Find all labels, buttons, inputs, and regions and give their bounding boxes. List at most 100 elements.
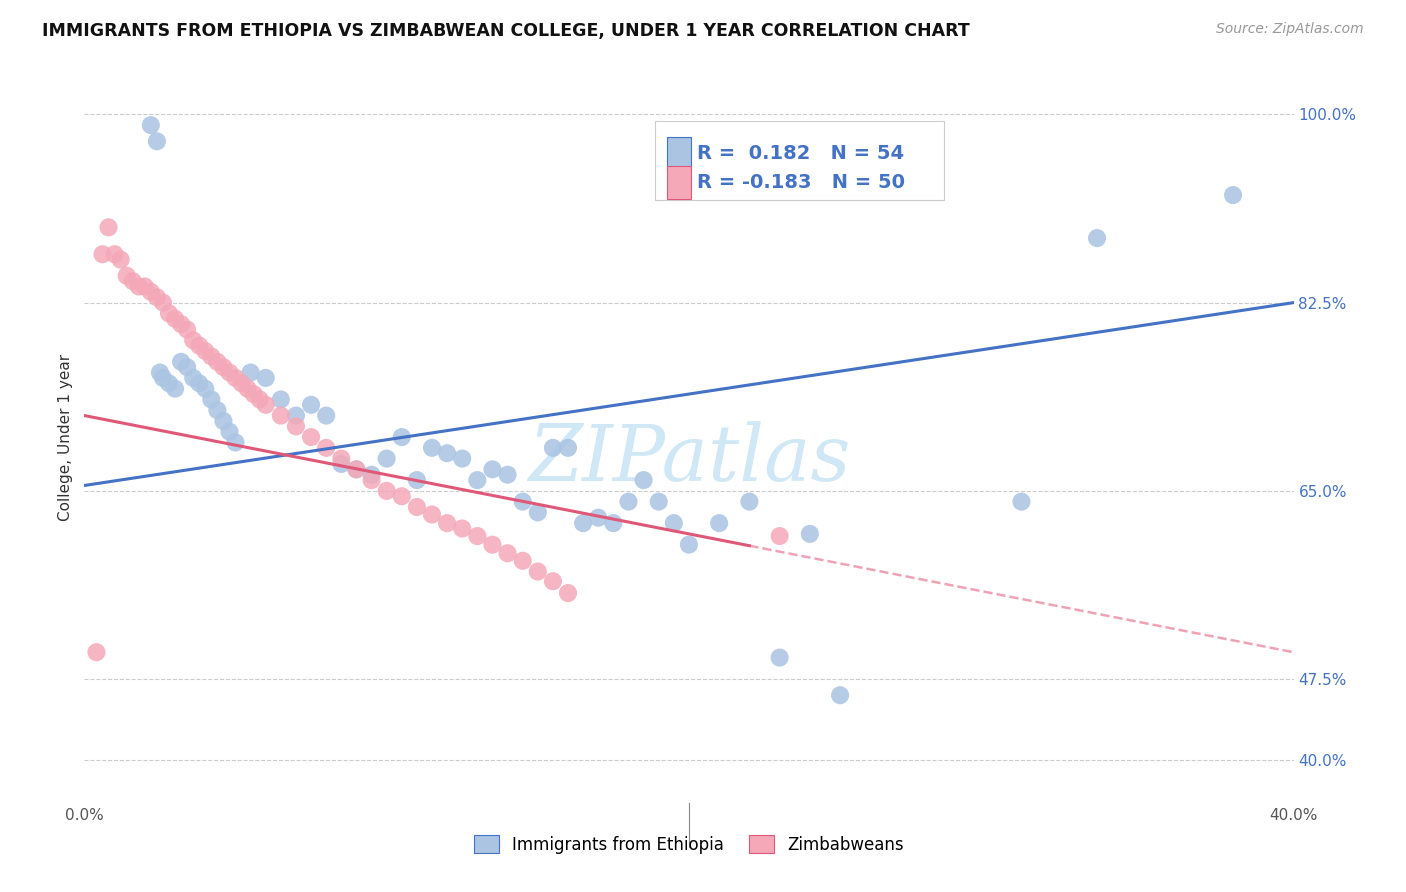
Point [678, 538, 700, 552]
Point [557, 586, 579, 600]
Point [512, 494, 534, 508]
Point [176, 360, 198, 375]
Point [467, 529, 489, 543]
Point [149, 366, 172, 380]
Point [104, 247, 127, 261]
Text: Source: ZipAtlas.com: Source: ZipAtlas.com [1216, 22, 1364, 37]
Point [181, 371, 204, 385]
Point [738, 494, 761, 508]
Point [188, 376, 211, 391]
Point [285, 409, 308, 423]
Point [633, 473, 655, 487]
Point [467, 473, 489, 487]
Point [188, 338, 211, 352]
Point [165, 382, 187, 396]
Point [170, 355, 193, 369]
Point [212, 414, 235, 428]
Point [662, 516, 685, 530]
Point [481, 538, 503, 552]
Point [512, 554, 534, 568]
Point [91, 247, 114, 261]
Point [270, 409, 292, 423]
Point [299, 430, 322, 444]
Point [218, 425, 240, 439]
Point [231, 376, 253, 391]
Point [194, 382, 217, 396]
Point [451, 521, 474, 535]
Point [97, 220, 120, 235]
Point [588, 510, 610, 524]
Point [709, 516, 731, 530]
Point [285, 419, 308, 434]
Point [225, 371, 247, 385]
Point [181, 333, 204, 347]
Point [617, 494, 640, 508]
Point [346, 462, 368, 476]
Point [200, 392, 222, 407]
Point [496, 546, 519, 560]
Point [830, 688, 852, 702]
Point [527, 505, 550, 519]
Point [152, 371, 174, 385]
Point [406, 473, 429, 487]
Point [157, 306, 180, 320]
Point [541, 441, 564, 455]
Point [330, 457, 353, 471]
Point [1011, 494, 1033, 508]
Point [157, 376, 180, 391]
Point [218, 366, 240, 380]
Point [557, 441, 579, 455]
Text: IMMIGRANTS FROM ETHIOPIA VS ZIMBABWEAN COLLEGE, UNDER 1 YEAR CORRELATION CHART: IMMIGRANTS FROM ETHIOPIA VS ZIMBABWEAN C… [42, 22, 970, 40]
Point [239, 366, 262, 380]
Point [249, 392, 271, 407]
Point [330, 451, 353, 466]
Point [541, 574, 564, 589]
Point [1085, 231, 1108, 245]
Point [212, 360, 235, 375]
Legend: Immigrants from Ethiopia, Zimbabweans: Immigrants from Ethiopia, Zimbabweans [467, 829, 911, 860]
Point [375, 483, 398, 498]
Point [1222, 188, 1244, 202]
Point [572, 516, 595, 530]
Text: R = -0.183   N = 50: R = -0.183 N = 50 [697, 173, 905, 192]
Point [799, 527, 821, 541]
Point [254, 398, 277, 412]
Point [165, 311, 187, 326]
Point [152, 295, 174, 310]
Point [110, 252, 132, 267]
Point [496, 467, 519, 482]
Point [391, 489, 413, 503]
Point [481, 462, 503, 476]
Point [121, 274, 143, 288]
Point [769, 650, 792, 665]
Point [236, 382, 259, 396]
Point [436, 516, 458, 530]
Point [420, 508, 443, 522]
Point [225, 435, 247, 450]
Point [406, 500, 429, 514]
Point [128, 279, 150, 293]
Point [360, 467, 382, 482]
Point [299, 398, 322, 412]
Point [270, 392, 292, 407]
Point [254, 371, 277, 385]
Point [134, 279, 156, 293]
Point [436, 446, 458, 460]
Point [139, 118, 162, 132]
Point [527, 565, 550, 579]
Point [375, 451, 398, 466]
Point [139, 285, 162, 299]
Point [391, 430, 413, 444]
Point [602, 516, 624, 530]
Point [315, 441, 337, 455]
Point [207, 403, 229, 417]
Point [769, 529, 792, 543]
Point [86, 645, 108, 659]
Point [346, 462, 368, 476]
Point [170, 317, 193, 331]
Point [420, 441, 443, 455]
Text: R =  0.182   N = 54: R = 0.182 N = 54 [697, 145, 904, 163]
Y-axis label: College, Under 1 year: College, Under 1 year [58, 353, 73, 521]
Text: ZIPatlas: ZIPatlas [527, 421, 851, 497]
Point [115, 268, 138, 283]
